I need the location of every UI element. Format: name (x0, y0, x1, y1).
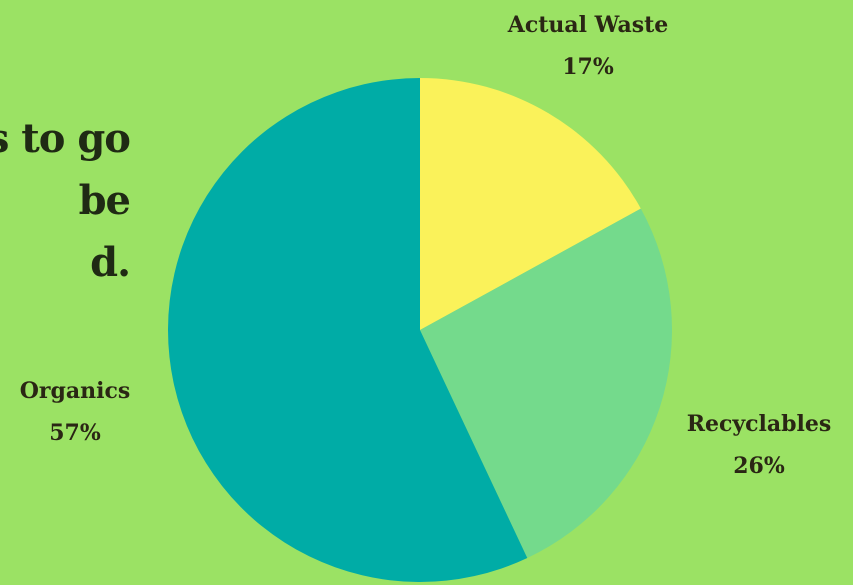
background-text-line: d. (90, 239, 131, 286)
slice-label: Recyclables (687, 411, 832, 437)
background-text: s to go be d. (0, 108, 131, 294)
slice-label: Organics (20, 378, 131, 404)
pie-labels: Actual Waste 17% Recyclables 26% Organics 57% (20, 12, 832, 479)
pie-slice-actual-waste (420, 78, 641, 330)
pie-slice-organics (168, 78, 528, 582)
background-text-line: be (78, 177, 131, 224)
slice-value-label: 57% (49, 420, 101, 446)
pie-slice-recyclables (420, 208, 672, 559)
slice-label: Actual Waste (507, 12, 669, 38)
background-text-line: s to go (0, 115, 131, 162)
slice-value-label: 17% (562, 54, 614, 80)
slice-value-label: 26% (733, 453, 785, 479)
pie-slices (168, 78, 672, 582)
